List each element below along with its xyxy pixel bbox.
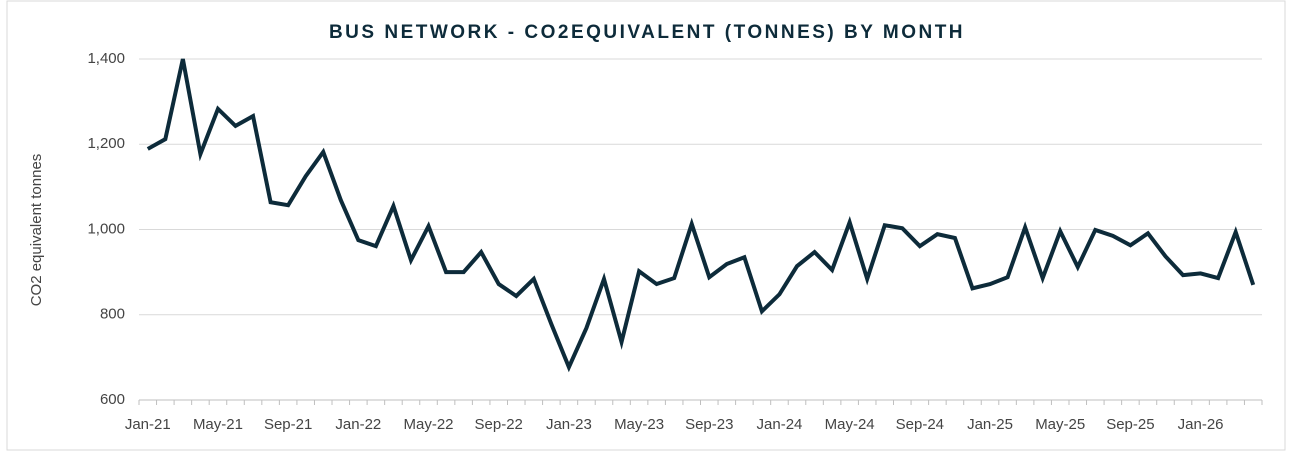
- x-tick-label: May-25: [1035, 416, 1085, 433]
- chart-frame: [6, 0, 1286, 451]
- x-tick-label: Jan-24: [757, 416, 803, 433]
- x-tick-label: Sep-21: [264, 416, 312, 433]
- x-tick-label: Sep-22: [475, 416, 523, 433]
- x-tick-label: Jan-23: [546, 416, 592, 433]
- y-tick-label: 1,000: [87, 220, 125, 237]
- x-tick-label: Jan-21: [125, 416, 171, 433]
- y-tick-label: 600: [100, 391, 125, 408]
- x-tick-label: Sep-24: [896, 416, 944, 433]
- x-tick-label: May-21: [193, 416, 243, 433]
- data-line: [146, 58, 1256, 373]
- y-tick-label: 1,200: [87, 135, 125, 152]
- x-tick-label: Jan-22: [335, 416, 381, 433]
- y-axis-label: CO2 equivalent tonnes: [28, 154, 45, 307]
- x-tick-label: May-22: [404, 416, 454, 433]
- x-tick-label: Sep-23: [685, 416, 733, 433]
- x-tick-label: May-24: [825, 416, 875, 433]
- chart-title: BUS NETWORK - CO2EQUIVALENT (TONNES) BY …: [329, 22, 965, 43]
- x-tick-label: Jan-26: [1178, 416, 1224, 433]
- y-tick-label: 1,400: [87, 50, 125, 67]
- x-tick-label: Jan-25: [967, 416, 1013, 433]
- x-tick-label: Sep-25: [1106, 416, 1154, 433]
- x-tick-label: May-23: [614, 416, 664, 433]
- y-tick-label: 800: [100, 306, 125, 323]
